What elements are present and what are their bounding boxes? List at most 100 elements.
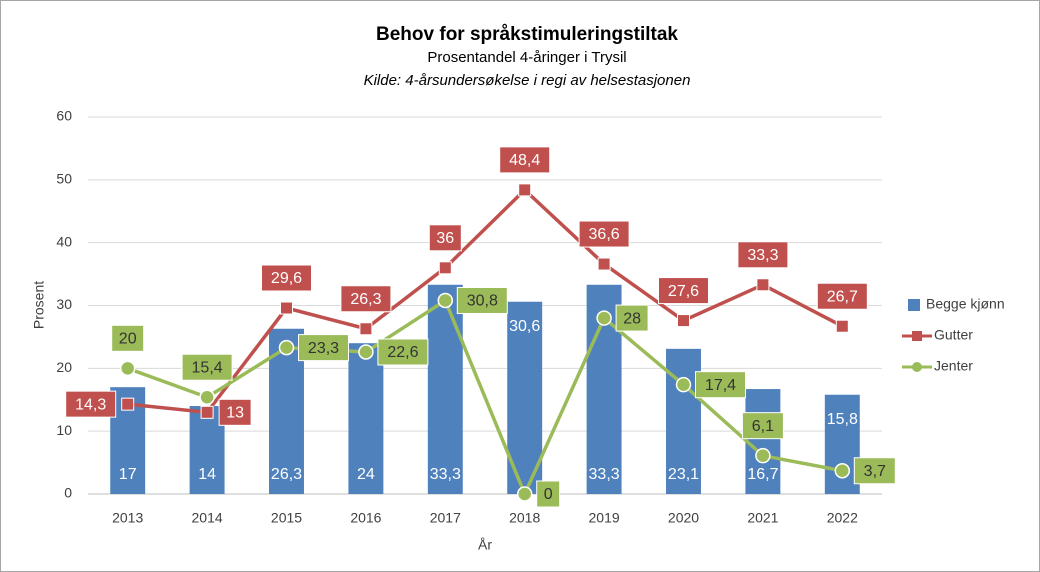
y-tick-label: 50 <box>56 171 72 187</box>
marker <box>677 314 690 328</box>
data-label-box <box>578 220 630 248</box>
data-label-text: 36 <box>436 230 454 247</box>
data-label: 6,1 <box>741 412 784 440</box>
data-label-box <box>428 224 462 252</box>
data-label: 15,4 <box>181 353 233 381</box>
data-label-box <box>65 390 117 418</box>
data-label: 27,6 <box>658 277 709 305</box>
data-label-box <box>536 480 561 508</box>
x-tick-label: 2017 <box>430 510 461 526</box>
data-label-text: 15,4 <box>192 359 223 376</box>
marker <box>119 360 136 377</box>
data-label: 3,7 <box>853 457 896 485</box>
x-tick-label: 2021 <box>747 510 778 526</box>
x-tick-label: 2019 <box>589 510 620 526</box>
data-label-text: 3,7 <box>864 463 886 480</box>
marker <box>199 389 215 405</box>
x-tick-label: 2014 <box>192 510 223 526</box>
data-label-text: 17,4 <box>705 377 736 394</box>
data-label-box <box>816 282 868 310</box>
data-label: 16,7 <box>747 466 778 483</box>
data-label: 14,3 <box>65 390 117 418</box>
marker <box>359 322 373 336</box>
marker <box>121 397 135 411</box>
x-tick-label: 2022 <box>827 510 858 526</box>
data-label: 23,3 <box>298 334 349 362</box>
data-label: 26,3 <box>271 466 302 483</box>
marker <box>597 257 611 271</box>
data-label: 13 <box>218 398 252 426</box>
data-label-box <box>658 277 709 305</box>
x-tick-label: 2015 <box>271 510 302 526</box>
y-tick-label: 10 <box>56 422 72 438</box>
data-label: 36 <box>428 224 462 252</box>
data-label-text: 26,7 <box>827 288 858 305</box>
y-tick-label: 20 <box>56 359 72 375</box>
data-label: 33,3 <box>589 466 620 483</box>
data-label: 0 <box>536 480 561 508</box>
marker <box>516 486 533 502</box>
x-tick-label: 2013 <box>112 510 143 526</box>
data-label-box <box>111 324 145 352</box>
data-label-text: 36,6 <box>589 226 620 243</box>
legend-swatch <box>908 299 920 311</box>
chart-source: Kilde: 4-årsundersøkelse i regi av helse… <box>364 72 691 89</box>
legend-marker <box>912 362 922 372</box>
x-tick-label: 2016 <box>350 510 381 526</box>
data-label: 23,1 <box>668 466 699 483</box>
data-label: 26,3 <box>340 285 392 313</box>
data-label-text: 27,6 <box>668 283 699 300</box>
marker <box>278 339 295 356</box>
legend-label: Begge kjønn <box>926 296 1005 312</box>
data-label-text: 23,3 <box>308 340 339 357</box>
data-label-text: 48,4 <box>509 152 540 169</box>
data-label: 48,4 <box>499 146 551 174</box>
data-label-box <box>615 304 649 332</box>
data-label-text: 28 <box>623 310 641 327</box>
legend-marker <box>912 331 922 341</box>
data-label-text: 6,1 <box>752 418 774 435</box>
data-label: 15,8 <box>827 411 858 428</box>
data-label: 33,3 <box>430 466 461 483</box>
data-label-text: 29,6 <box>271 270 302 287</box>
data-label-text: 30,8 <box>467 293 498 310</box>
line <box>127 297 843 499</box>
y-tick-label: 0 <box>64 485 72 501</box>
data-label-text: 26,3 <box>350 291 381 308</box>
marker <box>438 261 452 275</box>
data-label-box <box>695 371 746 399</box>
chart-title: Behov for språkstimuleringstiltak <box>376 24 678 45</box>
legend-label: Jenter <box>934 358 973 374</box>
data-label: 30,8 <box>456 286 508 314</box>
data-label-box <box>261 264 312 292</box>
x-axis-title: År <box>478 537 492 553</box>
data-label-box <box>737 241 789 269</box>
data-label-text: 20 <box>119 331 137 348</box>
marker <box>596 310 612 326</box>
data-label-box <box>218 398 252 426</box>
data-label-box <box>298 334 349 362</box>
data-label-box <box>377 338 429 366</box>
marker <box>834 463 851 479</box>
chart-subtitle: Prosentandel 4-åringer i Trysil <box>427 49 626 66</box>
bar <box>745 389 781 494</box>
legend-label: Gutter <box>934 327 973 343</box>
y-axis-title: Prosent <box>31 281 47 329</box>
data-label: 20 <box>111 324 145 352</box>
bar <box>427 284 463 494</box>
marker <box>675 376 692 393</box>
data-label-box <box>853 457 896 485</box>
data-label: 30,6 <box>509 318 540 335</box>
data-label: 17 <box>119 466 137 483</box>
data-label-text: 22,6 <box>387 344 418 361</box>
bar <box>348 343 384 494</box>
y-tick-label: 60 <box>56 108 72 124</box>
data-label-box <box>181 353 233 381</box>
data-label-text: 13 <box>226 405 244 422</box>
data-label: 33,3 <box>737 241 789 269</box>
marker <box>518 183 532 197</box>
data-label-box <box>340 285 392 313</box>
data-label: 36,6 <box>578 220 630 248</box>
marker <box>835 319 849 333</box>
